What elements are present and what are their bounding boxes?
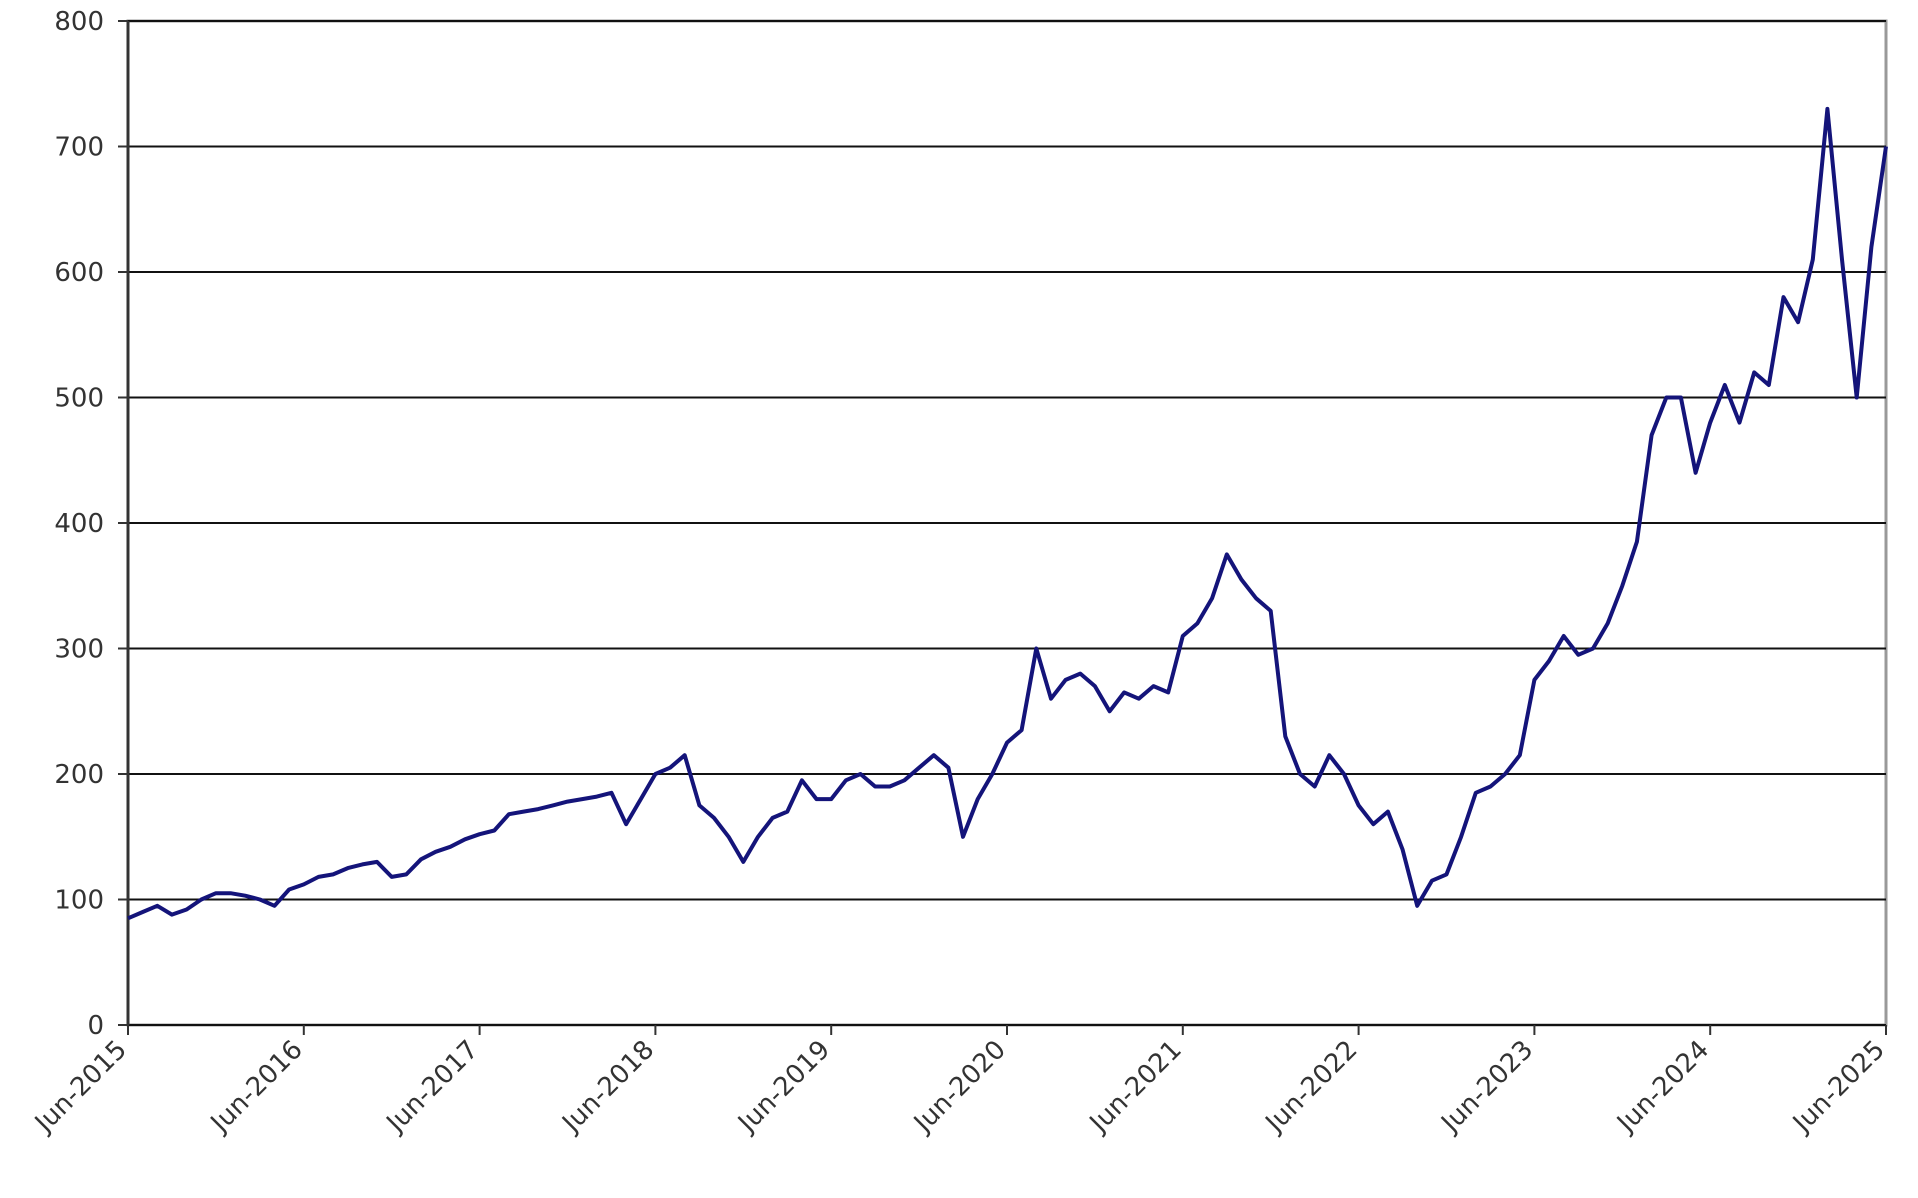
x-tick-label: Jun-2020: [907, 1035, 1012, 1140]
x-tick-label: Jun-2015: [28, 1035, 133, 1140]
y-tick-label: 500: [54, 384, 104, 414]
y-tick-label: 400: [54, 509, 104, 539]
x-tick-label: Jun-2022: [1259, 1035, 1364, 1140]
x-tick-label: Jun-2025: [1786, 1035, 1891, 1140]
x-tick-label: Jun-2016: [204, 1035, 309, 1140]
y-tick-label: 700: [54, 133, 104, 163]
x-tick-label: Jun-2021: [1083, 1035, 1188, 1140]
x-tick-label: Jun-2019: [731, 1035, 836, 1140]
y-tick-label: 200: [54, 760, 104, 790]
y-tick-label: 0: [87, 1011, 104, 1041]
y-tick-label: 100: [54, 886, 104, 916]
x-tick-label: Jun-2018: [556, 1035, 661, 1140]
y-tick-label: 800: [54, 7, 104, 37]
y-tick-label: 300: [54, 635, 104, 665]
x-tick-label: Jun-2017: [380, 1035, 485, 1140]
y-tick-label: 600: [54, 258, 104, 288]
series-line: [127, 106, 1888, 921]
x-tick-label: Jun-2023: [1435, 1035, 1540, 1140]
x-tick-label: Jun-2024: [1610, 1035, 1715, 1140]
